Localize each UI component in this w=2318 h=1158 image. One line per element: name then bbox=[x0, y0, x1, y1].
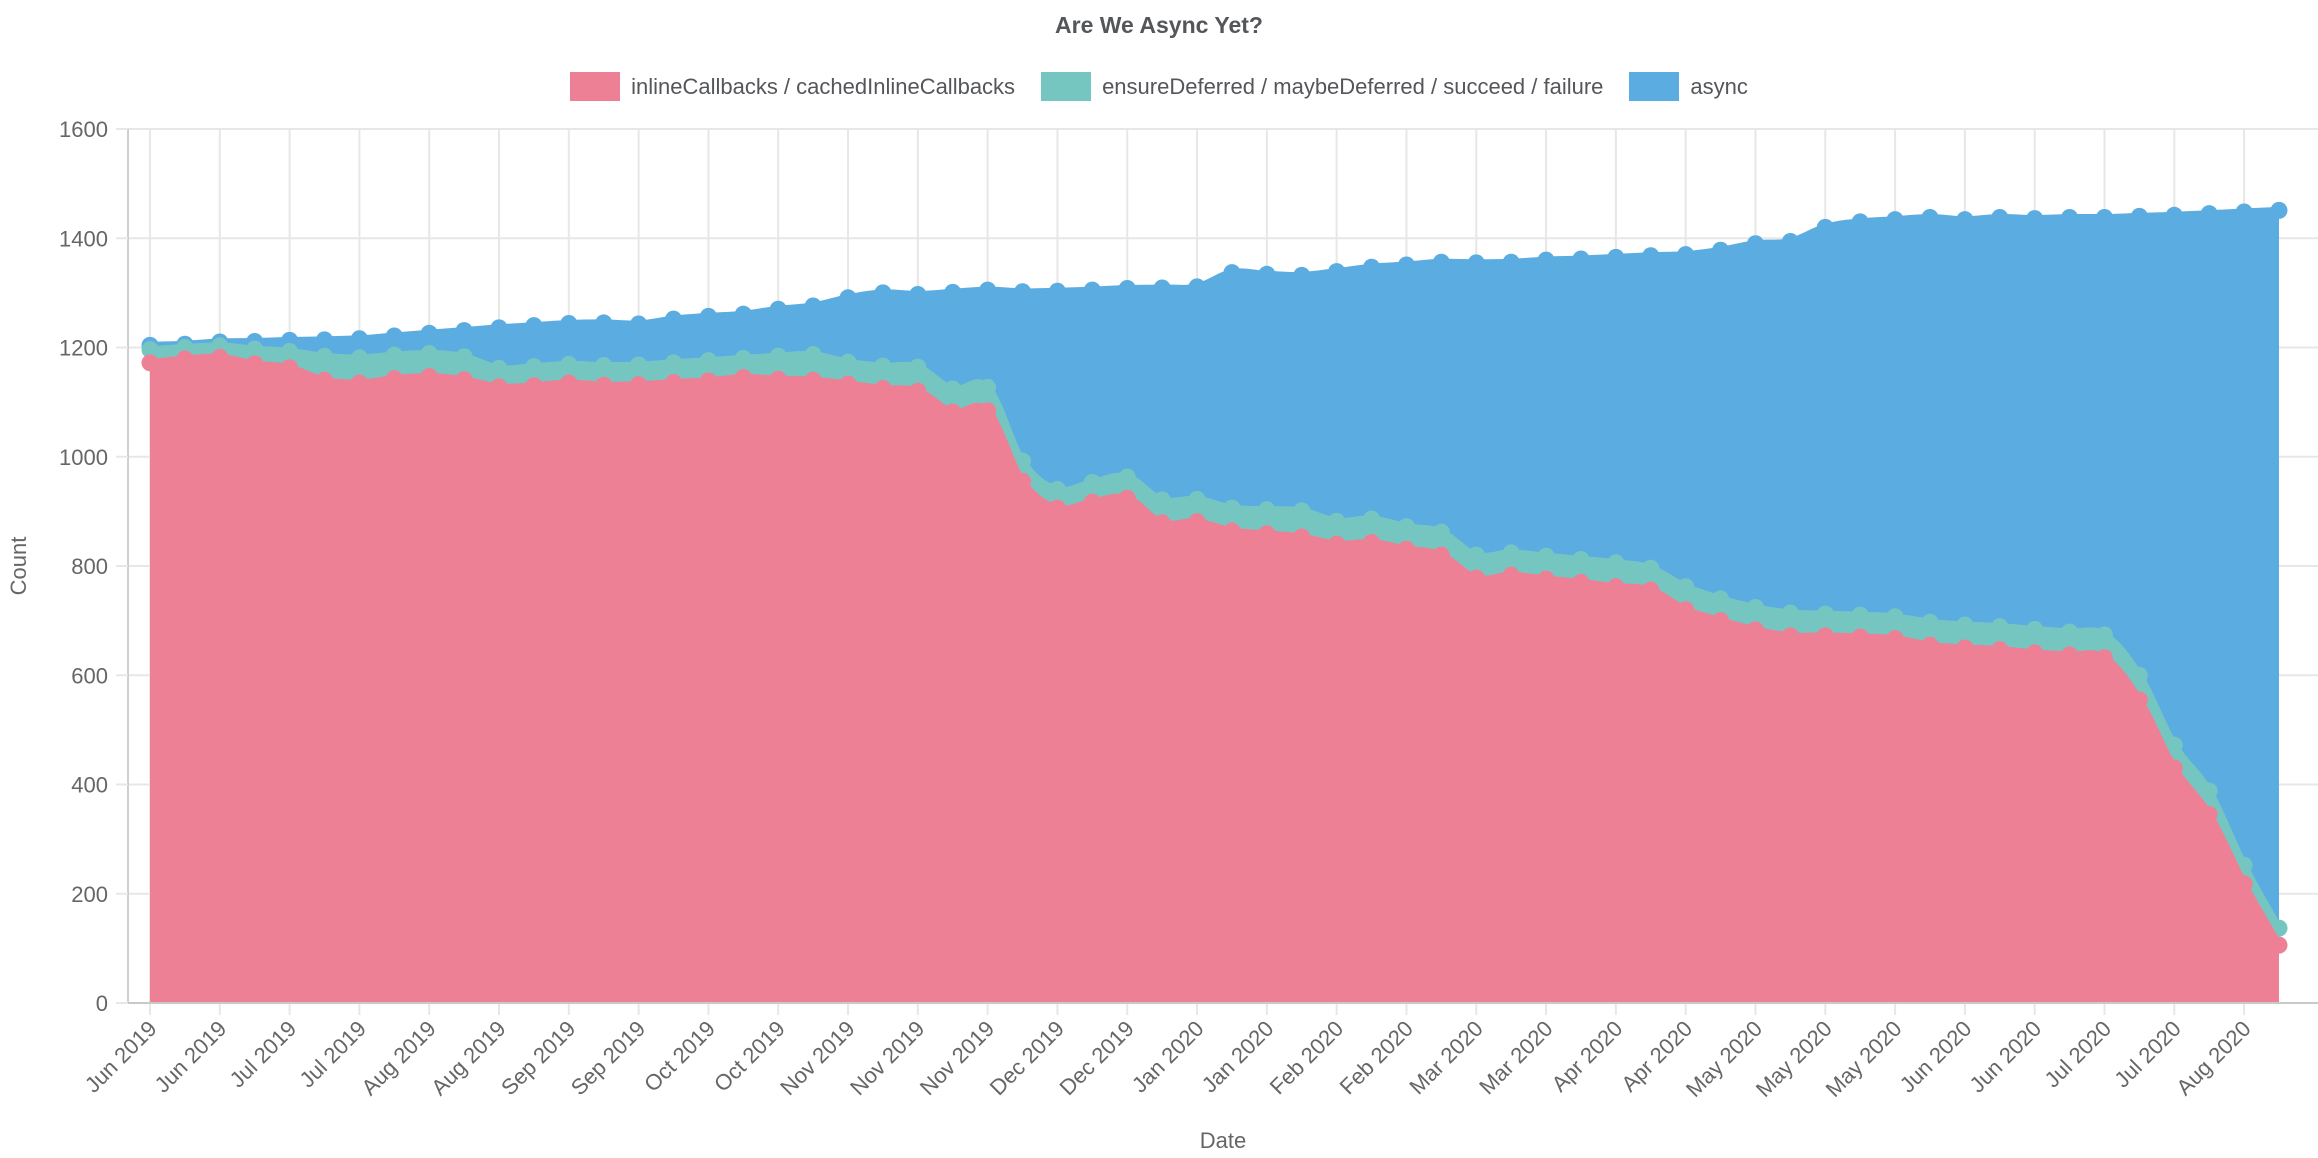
x-tick-label: Jan 2020 bbox=[1197, 1016, 1279, 1098]
legend-item-ensuredeferred[interactable]: ensureDeferred / maybeDeferred / succeed… bbox=[1041, 72, 1603, 101]
x-tick-label: Mar 2020 bbox=[1404, 1016, 1487, 1099]
x-tick-label: Dec 2019 bbox=[1055, 1016, 1139, 1100]
area-inlinecallbacks bbox=[150, 357, 2279, 1003]
x-tick-label: Mar 2020 bbox=[1474, 1016, 1557, 1099]
y-tick-label: 1600 bbox=[59, 117, 108, 142]
x-tick-label: Nov 2019 bbox=[845, 1016, 929, 1100]
x-tick-label: Aug 2019 bbox=[426, 1016, 510, 1100]
x-tick-label: Nov 2019 bbox=[775, 1016, 859, 1100]
y-axis-title: Count bbox=[6, 537, 31, 596]
y-tick-label: 0 bbox=[96, 991, 108, 1016]
points-async bbox=[141, 201, 2288, 354]
legend-swatch-inlinecallbacks-icon bbox=[570, 72, 621, 101]
chart-title: Are We Async Yet? bbox=[1055, 12, 1263, 38]
y-tick-label: 1000 bbox=[59, 445, 108, 470]
x-tick-label: Dec 2019 bbox=[985, 1016, 1069, 1100]
chart-legend: inlineCallbacks / cachedInlineCallbacks … bbox=[0, 72, 2318, 101]
x-tick-label: May 2020 bbox=[1821, 1016, 1907, 1102]
x-tick-label: Sep 2019 bbox=[496, 1016, 580, 1100]
legend-item-async[interactable]: async bbox=[1629, 72, 1748, 101]
x-tick-label: Aug 2019 bbox=[356, 1016, 440, 1100]
x-axis-title: Date bbox=[1200, 1128, 1246, 1153]
x-tick-label: Aug 2020 bbox=[2171, 1016, 2255, 1100]
x-tick-label: Feb 2020 bbox=[1265, 1016, 1348, 1099]
x-tick-label: May 2020 bbox=[1751, 1016, 1837, 1102]
x-tick-label: May 2020 bbox=[1681, 1016, 1767, 1102]
y-tick-label: 200 bbox=[71, 882, 108, 907]
x-tick-label: Nov 2019 bbox=[915, 1016, 999, 1100]
legend-swatch-async-icon bbox=[1629, 72, 1680, 101]
x-tick-label: Apr 2020 bbox=[1547, 1016, 1628, 1097]
x-tick-label: Jun 2019 bbox=[80, 1016, 162, 1098]
x-tick-label: Jun 2020 bbox=[1895, 1016, 1977, 1098]
x-tick-label: Jan 2020 bbox=[1127, 1016, 1209, 1098]
legend-label: inlineCallbacks / cachedInlineCallbacks bbox=[631, 73, 1016, 99]
x-tick-label: Jun 2019 bbox=[150, 1016, 232, 1098]
x-tick-label: Jun 2020 bbox=[1965, 1016, 2047, 1098]
y-tick-label: 400 bbox=[71, 773, 108, 798]
points-ensuredeferred bbox=[141, 337, 2288, 937]
x-tick-label: Jul 2019 bbox=[225, 1016, 302, 1093]
y-tick-label: 1400 bbox=[59, 226, 108, 251]
y-tick-label: 1200 bbox=[59, 336, 108, 361]
x-tick-label: Feb 2020 bbox=[1335, 1016, 1418, 1099]
x-tick-label: Sep 2019 bbox=[566, 1016, 650, 1100]
legend-label: async bbox=[1690, 73, 1748, 99]
points-inlinecallbacks bbox=[141, 348, 2288, 954]
legend-item-inlinecallbacks[interactable]: inlineCallbacks / cachedInlineCallbacks bbox=[570, 72, 1015, 101]
y-tick-label: 600 bbox=[71, 663, 108, 688]
legend-label: ensureDeferred / maybeDeferred / succeed… bbox=[1102, 73, 1604, 99]
y-tick-labels: 0 200 400 600 800 1000 1200 1400 1600 bbox=[59, 117, 128, 1016]
y-tick-label: 800 bbox=[71, 554, 108, 579]
x-tick-label: Oct 2019 bbox=[639, 1016, 720, 1097]
legend-swatch-ensuredeferred-icon bbox=[1041, 72, 1092, 101]
x-tick-label: Jul 2020 bbox=[2040, 1016, 2117, 1093]
